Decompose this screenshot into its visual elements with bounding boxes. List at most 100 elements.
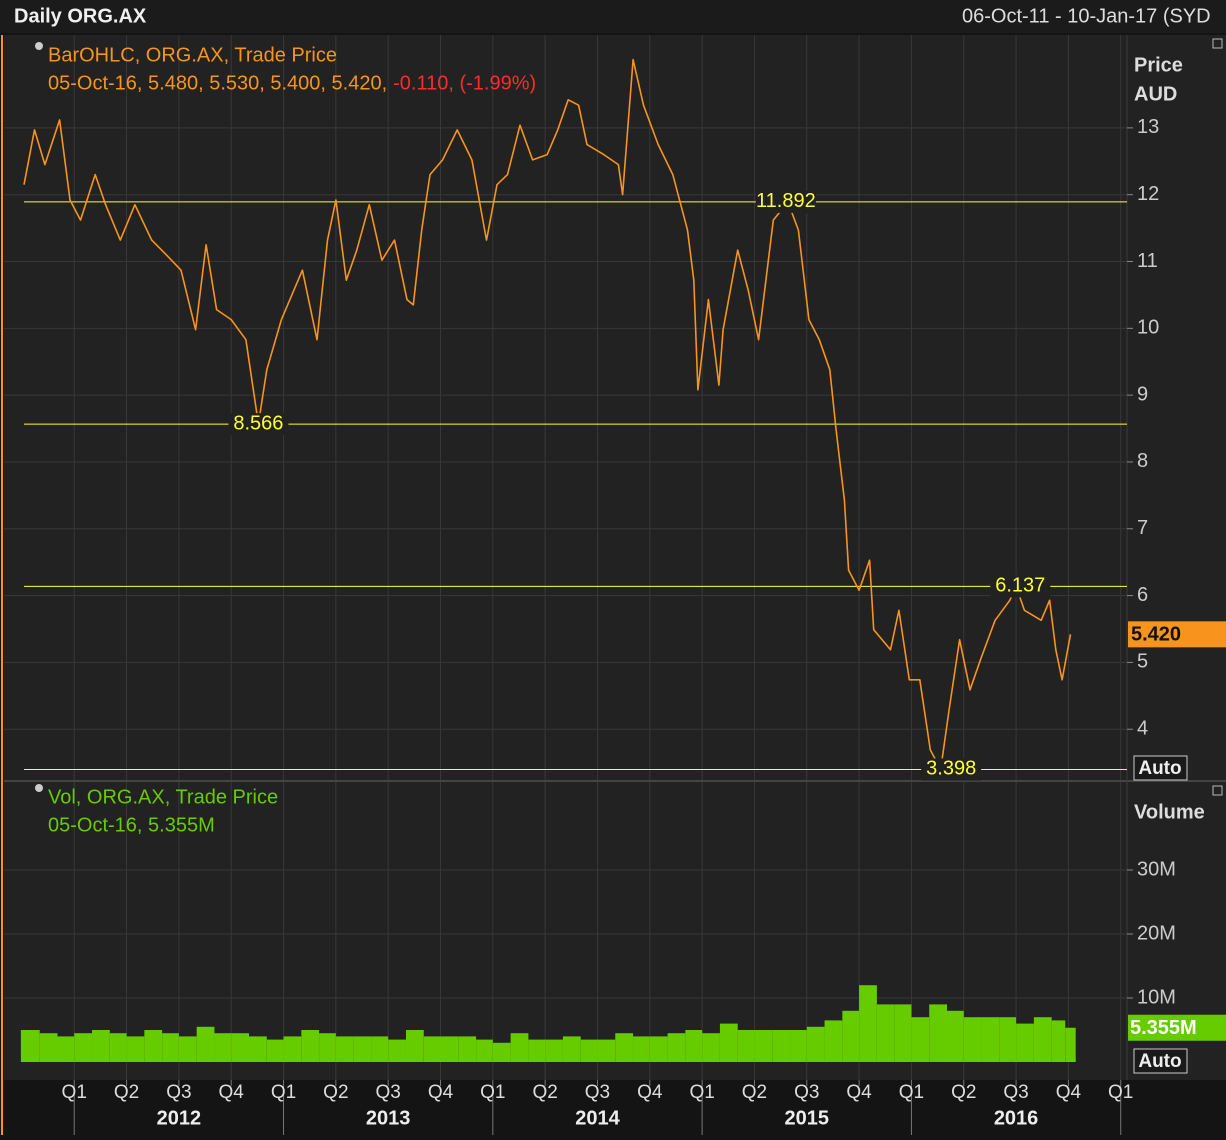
- y-tick-label: 7: [1137, 517, 1148, 539]
- level-label: 3.398: [926, 758, 976, 780]
- button-label[interactable]: Auto: [1138, 1051, 1181, 1072]
- volume-bar: [772, 1030, 791, 1062]
- y-tick-label: 20M: [1137, 922, 1176, 944]
- volume-bar: [319, 1033, 336, 1062]
- volume-bar: [1065, 1027, 1076, 1062]
- level-label-bg: [755, 190, 816, 213]
- x-tick-label: Q4: [1056, 1082, 1082, 1103]
- volume-bar: [162, 1033, 179, 1062]
- price-line: [23, 58, 1072, 771]
- x-tick-label: Q3: [375, 1082, 400, 1103]
- volume-bar: [981, 1017, 1000, 1062]
- volume-bar: [301, 1030, 320, 1062]
- volume-bar: [963, 1017, 982, 1062]
- level-label: 6.137: [995, 575, 1045, 597]
- x-tick-label: Q1: [899, 1082, 924, 1103]
- x-tick-label: Q4: [428, 1082, 454, 1103]
- volume-bar: [667, 1033, 686, 1062]
- year-label: 2014: [575, 1107, 620, 1129]
- y-tick-label: 9: [1137, 383, 1148, 405]
- x-tick-label: Q2: [742, 1082, 767, 1103]
- y-axis-title: Volume: [1134, 801, 1205, 823]
- volume-bar: [248, 1036, 267, 1062]
- legend-change: -0.110, (-1.99%): [393, 72, 536, 94]
- last-value-label: 5.420: [1131, 624, 1181, 646]
- volume-bar: [126, 1036, 145, 1062]
- x-tick-label: Q1: [689, 1082, 714, 1103]
- marks: [20, 58, 1226, 1062]
- x-tick-label: Q3: [1003, 1082, 1028, 1103]
- button-frame[interactable]: [1133, 755, 1188, 781]
- x-tick-label: Q2: [114, 1082, 139, 1103]
- volume-bar: [39, 1033, 58, 1062]
- volume-bar: [510, 1033, 529, 1062]
- volume-bar: [388, 1039, 406, 1062]
- year-label: 2015: [785, 1107, 830, 1129]
- x-tick-label: Q3: [585, 1082, 610, 1103]
- labels: BarOHLC, ORG.AX, Trade Price 05-Oct-16, …: [48, 44, 1205, 1129]
- volume-bar: [999, 1017, 1017, 1062]
- legend-entry: BarOHLC, ORG.AX, Trade Price: [48, 44, 337, 66]
- y-axis-title: AUD: [1134, 83, 1177, 105]
- x-tick-label: Q4: [637, 1082, 663, 1103]
- x-tick-label: Q3: [166, 1082, 191, 1103]
- volume-bar: [423, 1036, 441, 1062]
- button-label[interactable]: Auto: [1138, 758, 1181, 779]
- volume-bar: [440, 1036, 459, 1062]
- volume-bar: [74, 1033, 93, 1062]
- volume-bar: [824, 1020, 843, 1062]
- x-tick-label: Q4: [846, 1082, 872, 1103]
- button-frame[interactable]: [1133, 1048, 1188, 1074]
- volume-bar: [911, 1017, 930, 1062]
- volume-bar: [894, 1004, 912, 1062]
- volume-bar: [1051, 1020, 1066, 1062]
- volume-bar: [144, 1030, 163, 1062]
- volume-bar: [754, 1030, 773, 1062]
- level-label-bg: [990, 575, 1051, 598]
- legend-icon: [35, 784, 43, 792]
- level-label: 8.566: [233, 412, 283, 434]
- x-tick-label: Q1: [62, 1082, 87, 1103]
- x-tick-label: Q2: [532, 1082, 557, 1103]
- y-tick-label: 11: [1137, 250, 1158, 272]
- level-label: 11.892: [756, 190, 816, 212]
- last-value-label: 5.355M: [1130, 1017, 1197, 1039]
- x-tick-label: Q2: [951, 1082, 976, 1103]
- scale-button[interactable]: Auto: [1133, 755, 1188, 781]
- grid: [4, 35, 1133, 1135]
- volume-bar: [790, 1030, 807, 1062]
- year-label: 2013: [366, 1107, 411, 1129]
- legend-icon: [35, 42, 43, 50]
- volume-bar: [842, 1010, 860, 1062]
- volume-bar: [476, 1039, 493, 1062]
- volume-bar: [580, 1039, 598, 1062]
- y-tick-label: 10: [1137, 317, 1159, 339]
- y-tick-label: 6: [1137, 584, 1148, 606]
- x-tick-label: Q3: [794, 1082, 819, 1103]
- title-bar: [0, 0, 1226, 33]
- x-tick-label: Q1: [480, 1082, 505, 1103]
- panel-control[interactable]: [1212, 38, 1223, 49]
- volume-bar: [1033, 1017, 1052, 1062]
- x-tick-label: Q4: [219, 1082, 245, 1103]
- last-value-box: [1128, 1014, 1226, 1041]
- volume-bar: [633, 1036, 650, 1062]
- volume-bar: [178, 1036, 197, 1062]
- volume-bar: [92, 1030, 110, 1062]
- volume-bar: [719, 1023, 738, 1062]
- scale-button[interactable]: Auto: [1133, 1048, 1188, 1074]
- y-tick-label: 10M: [1137, 986, 1176, 1008]
- volume-bar: [405, 1030, 424, 1062]
- year-label: 2012: [157, 1107, 202, 1129]
- legend-detail: 05-Oct-16, 5.355M: [48, 814, 215, 836]
- volume-bar: [737, 1030, 755, 1062]
- last-value-box: [1128, 621, 1226, 648]
- volume-bar: [528, 1039, 546, 1062]
- volume-bar: [947, 1010, 964, 1062]
- panel-control[interactable]: [1212, 785, 1223, 796]
- y-tick-label: 4: [1137, 718, 1148, 740]
- x-tick-label: Q2: [323, 1082, 348, 1103]
- volume-bar: [353, 1036, 372, 1062]
- level-label-bg: [228, 413, 289, 436]
